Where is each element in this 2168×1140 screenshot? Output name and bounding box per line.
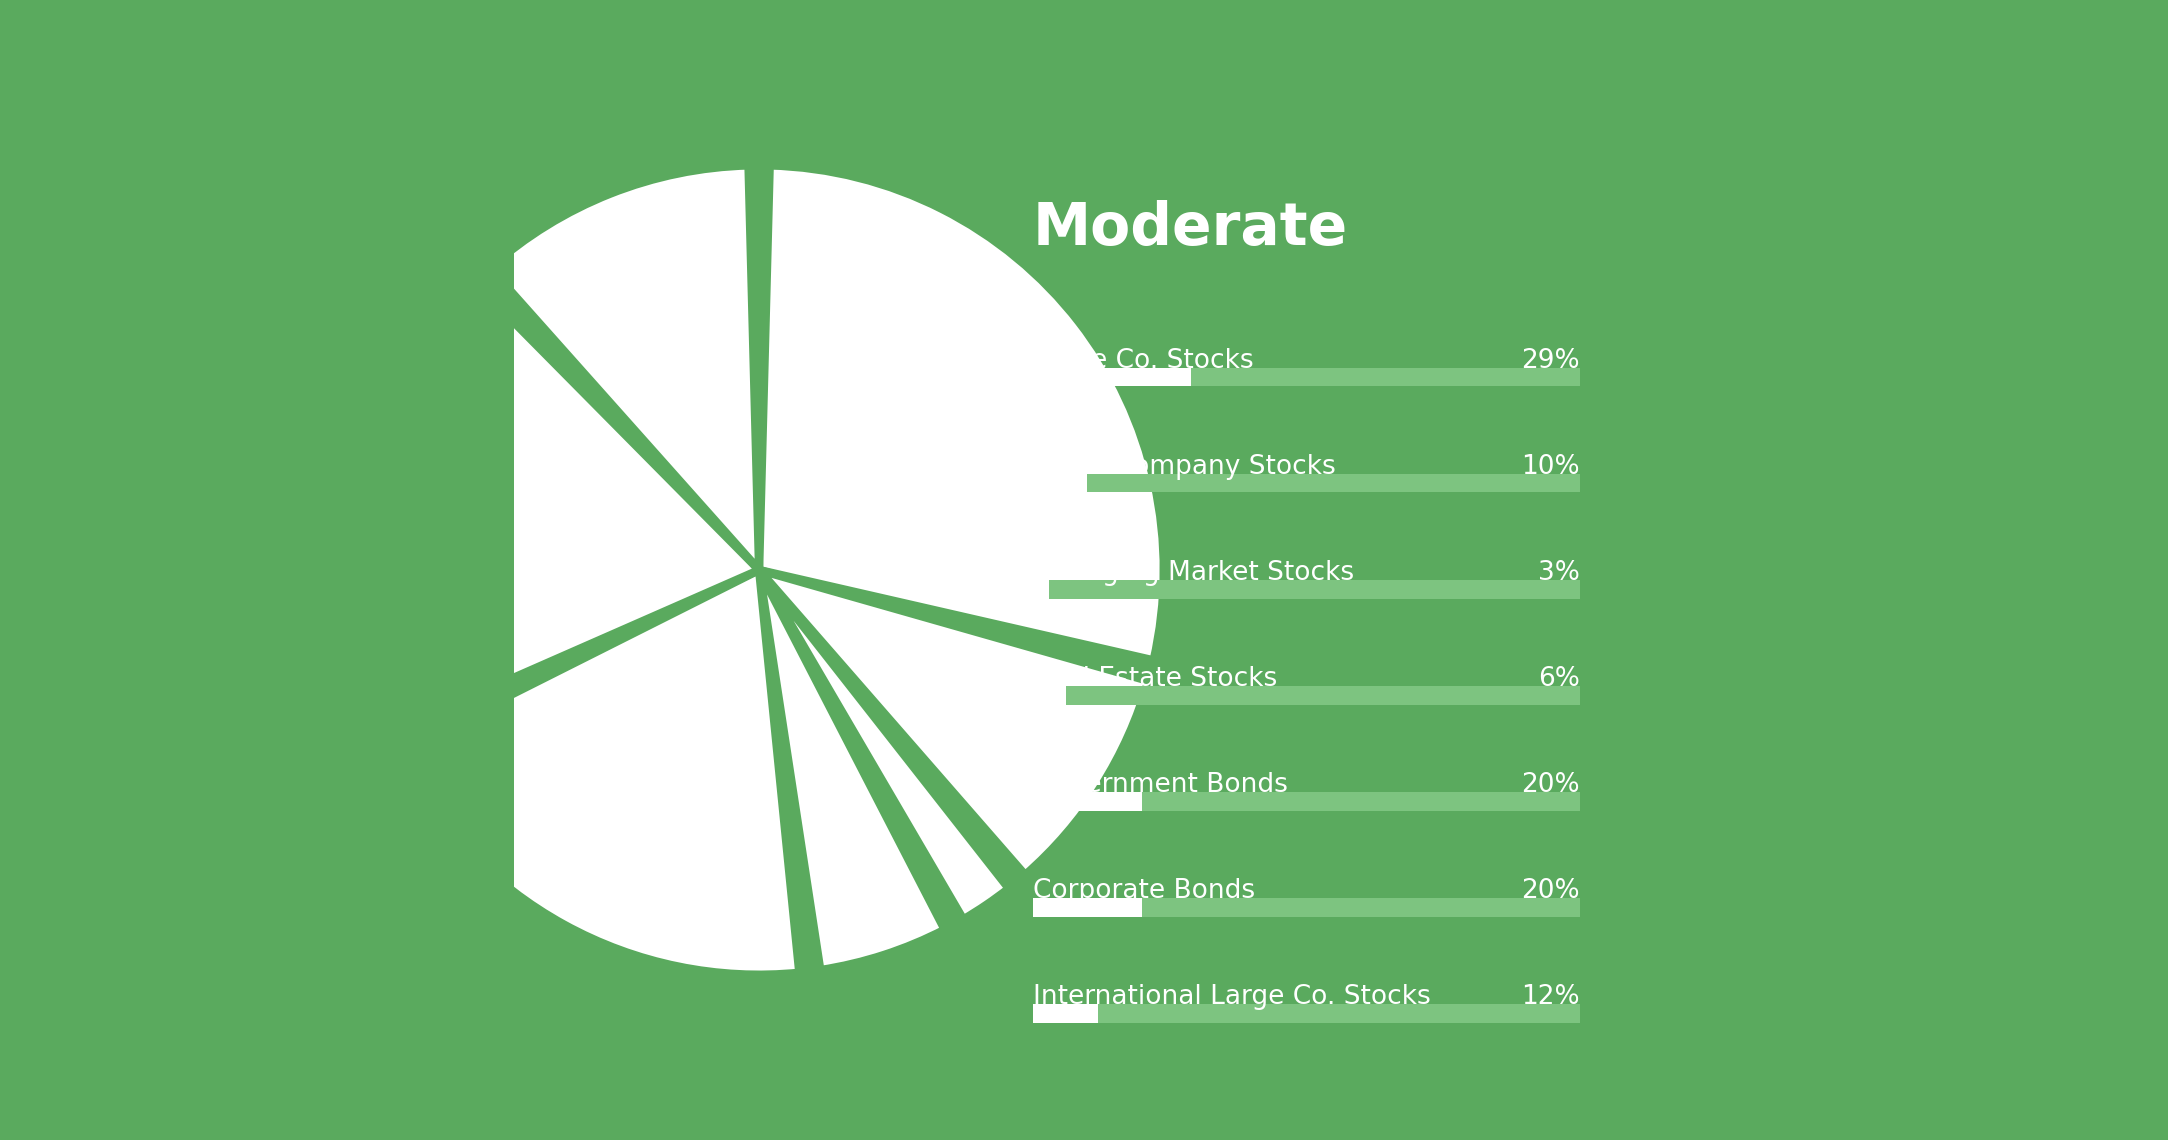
Wedge shape bbox=[759, 570, 1149, 876]
Bar bbox=[1032, 580, 1580, 598]
Bar bbox=[1032, 1004, 1580, 1023]
Text: Moderate: Moderate bbox=[1032, 200, 1348, 256]
Text: 3%: 3% bbox=[1537, 560, 1580, 586]
Text: Real Estate Stocks: Real Estate Stocks bbox=[1032, 666, 1277, 692]
Text: 10%: 10% bbox=[1522, 454, 1580, 480]
Text: Small Company Stocks: Small Company Stocks bbox=[1032, 454, 1335, 480]
Text: Government Bonds: Government Bonds bbox=[1032, 772, 1288, 798]
Text: Emerging Market Stocks: Emerging Market Stocks bbox=[1032, 560, 1353, 586]
Text: 20%: 20% bbox=[1522, 878, 1580, 904]
Text: International Large Co. Stocks: International Large Co. Stocks bbox=[1032, 984, 1431, 1010]
Bar bbox=[1032, 792, 1580, 811]
Bar bbox=[1032, 368, 1580, 386]
Bar bbox=[1032, 898, 1580, 917]
Bar bbox=[1032, 474, 1580, 492]
Text: 6%: 6% bbox=[1537, 666, 1580, 692]
Bar bbox=[1032, 1004, 1099, 1023]
Wedge shape bbox=[490, 165, 759, 570]
Bar bbox=[1032, 368, 1192, 386]
Wedge shape bbox=[759, 165, 1164, 660]
Text: 20%: 20% bbox=[1522, 772, 1580, 798]
Text: Large Co. Stocks: Large Co. Stocks bbox=[1032, 348, 1253, 374]
Bar bbox=[1032, 474, 1088, 492]
Wedge shape bbox=[759, 570, 945, 970]
Wedge shape bbox=[397, 570, 800, 975]
Text: Corporate Bonds: Corporate Bonds bbox=[1032, 878, 1255, 904]
Bar bbox=[1032, 792, 1143, 811]
Bar bbox=[1032, 580, 1049, 598]
Wedge shape bbox=[759, 570, 1008, 920]
Bar bbox=[1032, 898, 1143, 917]
Bar bbox=[1032, 686, 1064, 705]
Bar bbox=[1032, 686, 1580, 705]
Text: 29%: 29% bbox=[1522, 348, 1580, 374]
Text: 12%: 12% bbox=[1522, 984, 1580, 1010]
Wedge shape bbox=[353, 283, 759, 733]
